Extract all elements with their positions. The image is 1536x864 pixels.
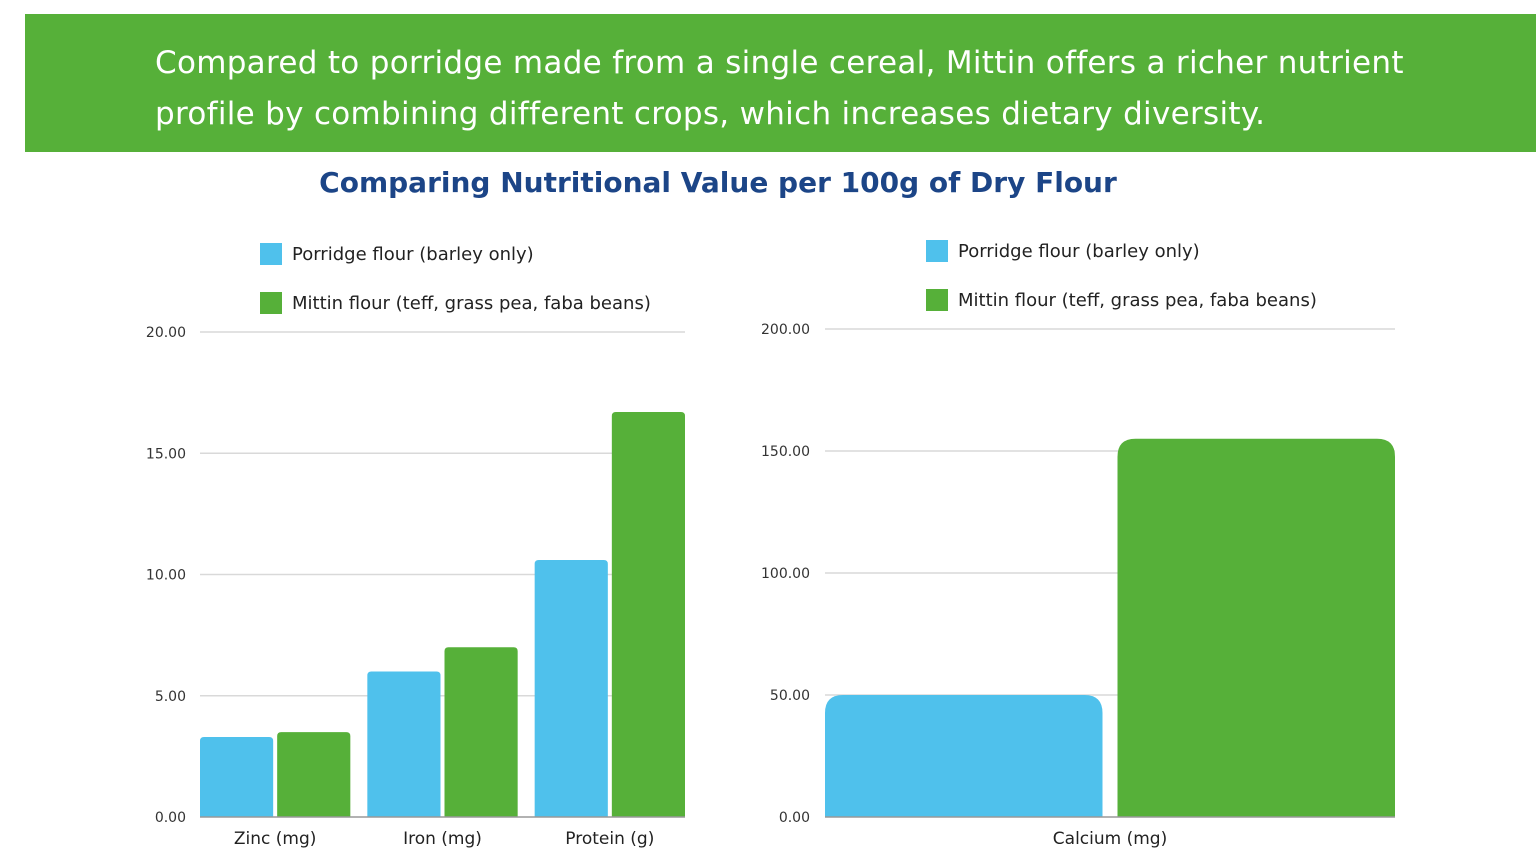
legend-label: Mittin flour (teff, grass pea, faba bean… [292,293,651,314]
legend-swatch [926,289,948,311]
banner-text: Compared to porridge made from a single … [155,45,1404,132]
y-tick-label: 200.00 [761,322,810,338]
header-banner: Compared to porridge made from a single … [25,14,1536,152]
y-tick-label: 5.00 [155,689,186,705]
legend-label: Porridge flour (barley only) [958,241,1200,262]
y-tick-label: 20.00 [146,325,186,341]
bar-barley [200,736,274,817]
bar-barley [534,559,608,817]
y-tick-label: 10.00 [146,568,186,584]
y-tick-label: 50.00 [770,688,810,704]
x-category-label: Protein (g) [565,829,654,849]
chart-title: Comparing Nutritional Value per 100g of … [319,166,1117,199]
legend-swatch [926,240,948,262]
legend-swatch [260,243,282,265]
legend-label: Porridge flour (barley only) [292,244,534,265]
x-category-label: Calcium (mg) [1053,829,1167,849]
y-tick-label: 15.00 [146,446,186,462]
legend-label: Mittin flour (teff, grass pea, faba bean… [958,290,1317,311]
legend-swatch [260,292,282,314]
bar-mittin [1117,438,1395,817]
x-category-label: Iron (mg) [403,829,482,849]
bar-barley [825,695,1103,817]
y-tick-label: 0.00 [155,810,186,826]
y-tick-label: 0.00 [779,810,810,826]
bar-barley [367,671,441,817]
bar-mittin [611,412,685,817]
bar-mittin [444,647,518,817]
y-tick-label: 100.00 [761,566,810,582]
bar-mittin [277,732,351,817]
y-tick-label: 150.00 [761,444,810,460]
x-category-label: Zinc (mg) [234,829,317,849]
